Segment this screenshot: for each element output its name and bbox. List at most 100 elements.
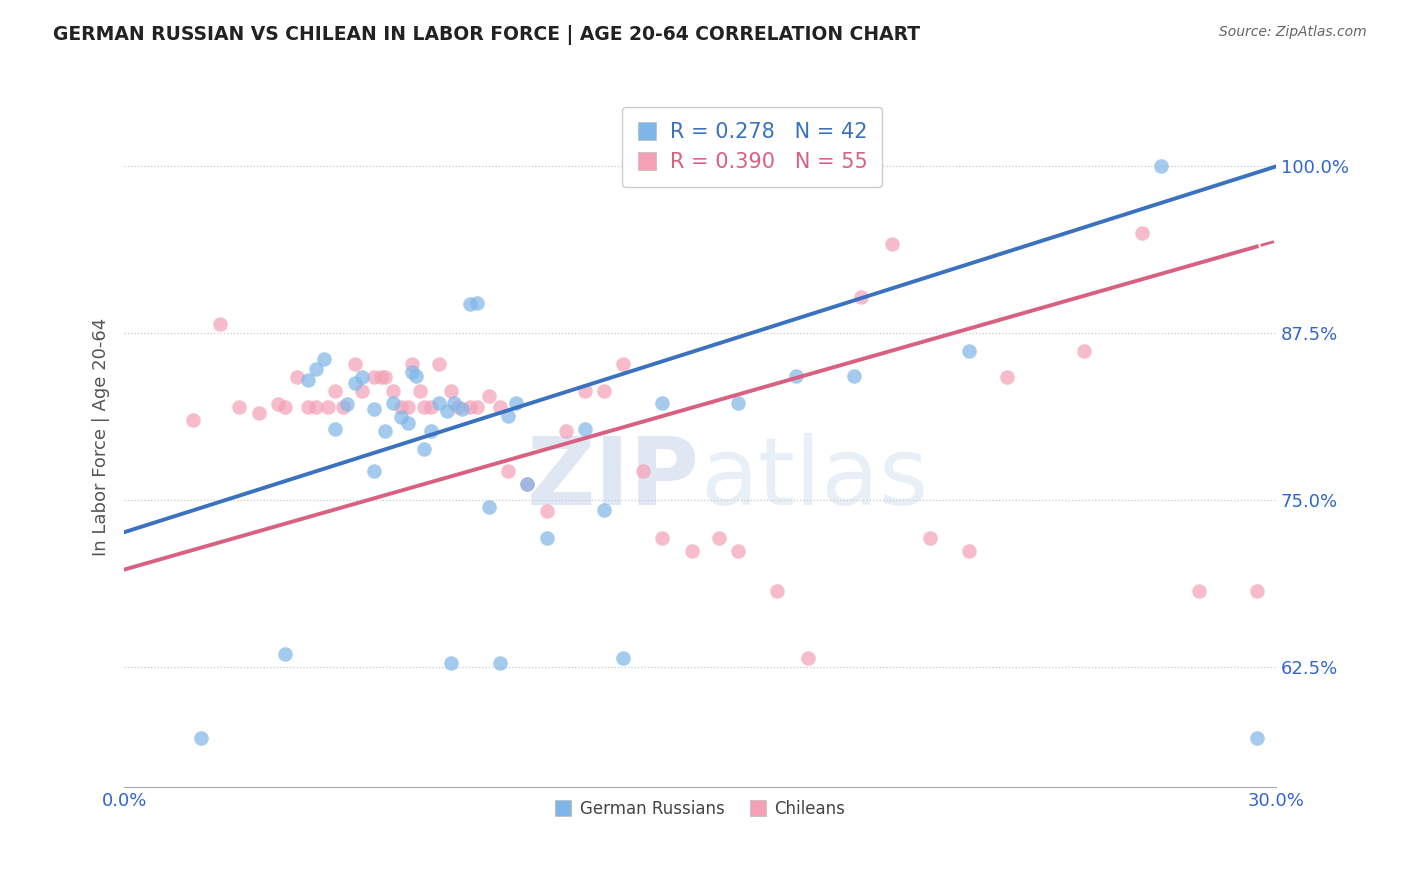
Point (458, 400, 481, 414)
Point (727, 395, 749, 409)
Point (447, 400, 470, 414)
Point (796, 650, 818, 665)
Point (651, 531, 673, 545)
Point (995, 370, 1018, 384)
Point (443, 395, 465, 409)
Point (305, 400, 328, 414)
Point (574, 422, 596, 436)
Point (352, 384, 374, 398)
Point (1130, 226, 1153, 240)
Point (612, 650, 634, 665)
Point (401, 365, 423, 379)
Point (332, 400, 354, 414)
Text: atlas: atlas (700, 433, 928, 524)
Point (343, 376, 366, 390)
Point (467, 295, 489, 310)
Point (785, 369, 807, 384)
Point (554, 424, 576, 438)
Point (1073, 343, 1095, 358)
Point (467, 400, 489, 414)
Point (536, 504, 558, 518)
Point (381, 395, 404, 409)
Point (190, 731, 212, 745)
Point (427, 357, 450, 371)
Point (297, 373, 319, 387)
Text: ZIP: ZIP (527, 433, 700, 524)
Point (1188, 583, 1211, 598)
Point (412, 400, 434, 414)
Point (209, 317, 232, 331)
Text: GERMAN RUSSIAN VS CHILEAN IN LABOR FORCE | AGE 20-64 CORRELATION CHART: GERMAN RUSSIAN VS CHILEAN IN LABOR FORCE… (53, 25, 921, 45)
Point (727, 544, 749, 558)
Point (1246, 583, 1268, 598)
Point (363, 464, 385, 478)
Point (389, 410, 412, 425)
Point (851, 290, 873, 304)
Point (574, 384, 596, 398)
Point (681, 544, 703, 558)
Point (823, 157, 845, 171)
Point (312, 351, 335, 366)
Y-axis label: In Labor Force | Age 20-64: In Labor Force | Age 20-64 (93, 318, 110, 556)
Point (427, 395, 450, 409)
Point (381, 384, 404, 398)
Point (489, 400, 512, 414)
Point (766, 583, 789, 598)
Point (305, 362, 328, 376)
Point (496, 409, 519, 423)
Point (420, 424, 443, 438)
Point (274, 647, 297, 661)
Point (709, 531, 731, 545)
Point (409, 384, 432, 398)
Point (631, 464, 654, 478)
Point (363, 402, 385, 417)
Point (267, 397, 290, 411)
Point (325, 422, 347, 436)
Point (478, 389, 501, 403)
Point (516, 477, 538, 491)
Point (505, 395, 527, 409)
Point (316, 400, 339, 414)
Point (842, 369, 865, 384)
Point (247, 406, 270, 420)
Point (374, 370, 396, 384)
Point (420, 400, 443, 414)
Text: Source: ZipAtlas.com: Source: ZipAtlas.com (1219, 25, 1367, 39)
Point (439, 656, 461, 670)
Point (612, 357, 634, 371)
Point (405, 369, 427, 384)
Point (536, 531, 558, 545)
Point (352, 370, 374, 384)
Point (336, 397, 359, 411)
Point (458, 297, 481, 311)
Point (1246, 731, 1268, 745)
Point (496, 464, 519, 478)
Point (396, 416, 419, 430)
Point (325, 384, 347, 398)
Point (389, 400, 412, 414)
Point (370, 370, 392, 384)
Point (228, 400, 250, 414)
Point (181, 413, 204, 427)
Point (478, 500, 501, 514)
Point (957, 544, 980, 558)
Point (451, 402, 474, 417)
Point (593, 384, 616, 398)
Point (651, 395, 673, 409)
Legend: German Russians, Chileans: German Russians, Chileans (548, 793, 852, 824)
Point (374, 424, 396, 438)
Point (920, 531, 942, 545)
Point (412, 442, 434, 457)
Point (593, 502, 616, 516)
Point (880, 236, 903, 251)
Point (343, 357, 366, 371)
Point (957, 343, 980, 358)
Point (363, 370, 385, 384)
Point (436, 403, 458, 417)
Point (489, 656, 512, 670)
Point (396, 400, 419, 414)
Point (274, 400, 297, 414)
Point (439, 384, 461, 398)
Point (401, 357, 423, 371)
Point (516, 477, 538, 491)
